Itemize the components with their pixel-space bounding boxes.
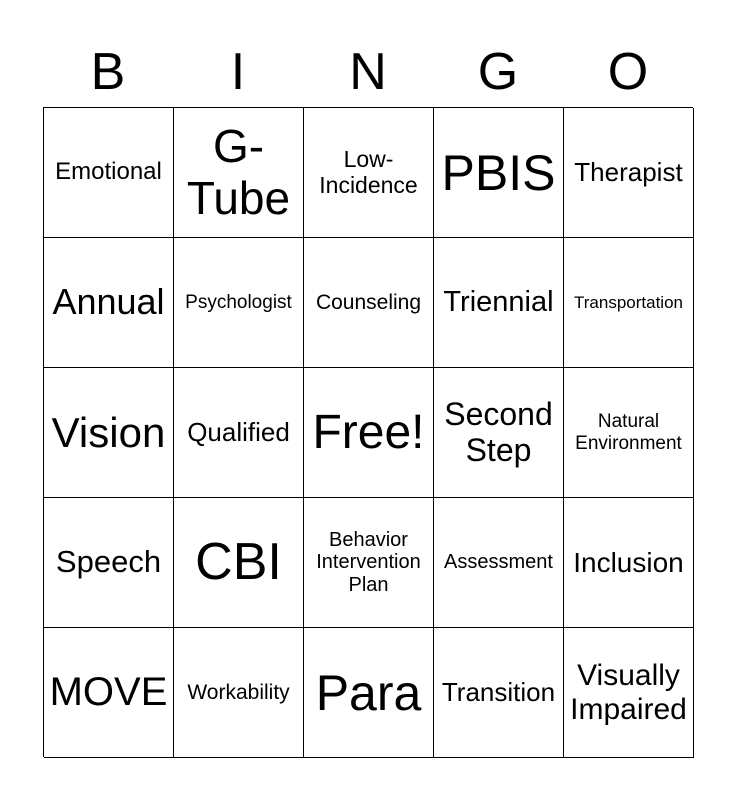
bingo-grid: Emotional G-Tube Low-Incidence PBIS Therapis… — [43, 107, 694, 758]
bingo-cell[interactable]: Behavior Intervention Plan — [304, 498, 434, 628]
bingo-cell[interactable]: Second Step — [434, 368, 564, 498]
bingo-cell[interactable]: Vision — [44, 368, 174, 498]
header-letter-n: N — [349, 43, 387, 101]
bingo-cell[interactable]: PBIS — [434, 108, 564, 238]
bingo-cell[interactable]: Triennial — [434, 238, 564, 368]
bingo-cell[interactable]: Free! — [304, 368, 434, 498]
bingo-cell[interactable]: Qualified — [174, 368, 304, 498]
bingo-cell[interactable]: Visually Impaired — [564, 628, 694, 758]
bingo-cell[interactable]: Para — [304, 628, 434, 758]
bingo-cell[interactable]: Transition — [434, 628, 564, 758]
header-letter-g: G — [477, 43, 519, 101]
header-letter-i: I — [230, 43, 246, 101]
bingo-cell[interactable]: Speech — [44, 498, 174, 628]
bingo-cell[interactable]: CBI — [174, 498, 304, 628]
bingo-cell[interactable]: Therapist — [564, 108, 694, 238]
bingo-cell[interactable]: Workability — [174, 628, 304, 758]
bingo-header: B I N G O — [43, 40, 693, 104]
bingo-cell[interactable]: Natural Environment — [564, 368, 694, 498]
bingo-cell[interactable]: Low-Incidence — [304, 108, 434, 238]
bingo-cell[interactable]: Emotional — [44, 108, 174, 238]
bingo-cell[interactable]: Inclusion — [564, 498, 694, 628]
bingo-cell[interactable]: Annual — [44, 238, 174, 368]
bingo-cell[interactable]: MOVE — [44, 628, 174, 758]
header-letter-o: O — [607, 43, 649, 101]
bingo-cell[interactable]: Assessment — [434, 498, 564, 628]
bingo-cell[interactable]: G-Tube — [174, 108, 304, 238]
bingo-cell[interactable]: Psychologist — [174, 238, 304, 368]
bingo-cell[interactable]: Transportation — [564, 238, 694, 368]
bingo-cell[interactable]: Counseling — [304, 238, 434, 368]
header-letter-b: B — [90, 43, 126, 101]
